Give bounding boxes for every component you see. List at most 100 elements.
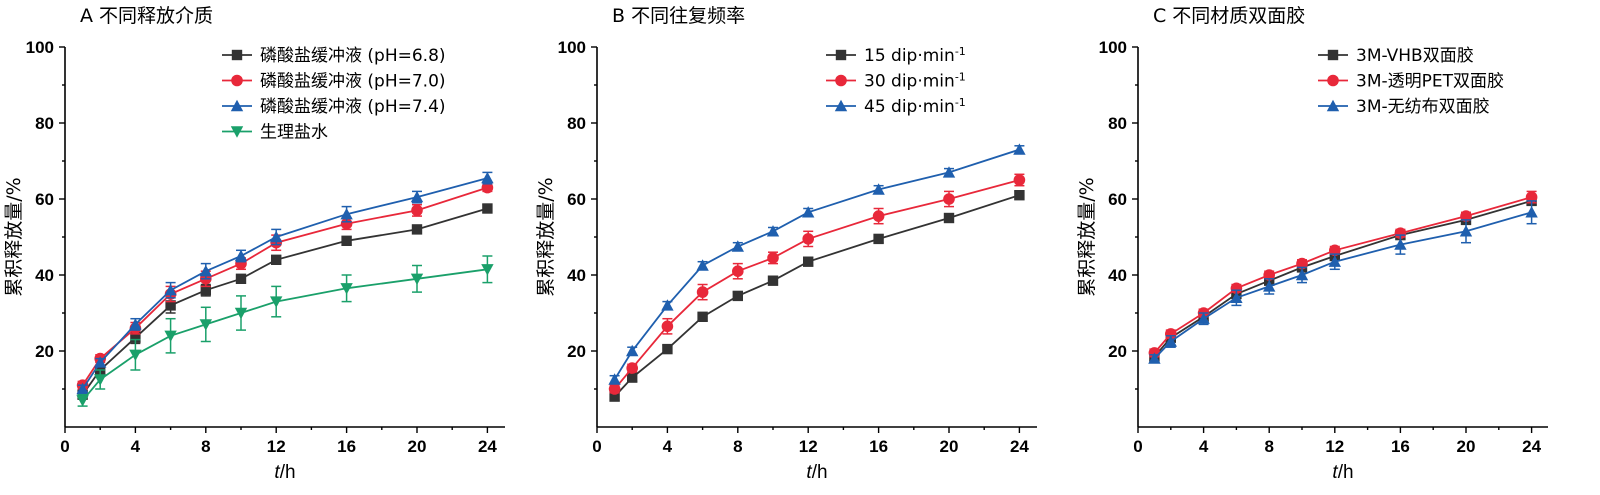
data-point xyxy=(1459,225,1473,237)
data-point xyxy=(94,374,107,386)
legend-label: 30 dip·min-1 xyxy=(864,70,966,92)
data-point xyxy=(271,254,282,265)
chart-panel-c: C 不同材质双面胶 0 4 8 12 16 20 24 20 40 60 80 100 t/h 累积释放量/… xyxy=(1076,5,1548,483)
series-line xyxy=(1153,200,1532,358)
y-tick-label: 100 xyxy=(26,38,54,57)
x-axis-title: t/h xyxy=(806,462,827,483)
data-point xyxy=(872,210,885,222)
data-point xyxy=(608,373,621,385)
x-tick-label: 12 xyxy=(267,437,286,456)
data-point xyxy=(481,171,494,184)
legend-label: 3M-VHB双面胶 xyxy=(1356,46,1474,66)
x-tick-label: 8 xyxy=(201,437,210,456)
data-point xyxy=(164,284,177,296)
legend: 15 dip·min-1 30 dip·min-1 45 dip·min-1 xyxy=(826,45,966,118)
panel-title: C 不同材质双面胶 xyxy=(1153,5,1305,27)
legend-label: 3M-透明PET双面胶 xyxy=(1356,72,1504,92)
panel-title: B 不同往复频率 xyxy=(612,5,745,27)
y-tick-label: 40 xyxy=(35,266,54,285)
data-point xyxy=(199,319,212,331)
x-tick-label: 24 xyxy=(1522,437,1541,456)
series-3 xyxy=(608,143,1026,385)
legend: 3M-VHB双面胶 3M-透明PET双面胶 3M-无纺布双面胶 xyxy=(1318,46,1504,117)
x-tick-label: 4 xyxy=(1199,437,1209,456)
data-point xyxy=(697,311,708,322)
data-point xyxy=(802,233,814,245)
data-point xyxy=(1164,335,1177,347)
data-point xyxy=(411,224,423,235)
y-tick-label: 60 xyxy=(1108,190,1127,209)
series-1 xyxy=(1149,195,1537,362)
legend-label: 生理盐水 xyxy=(260,123,328,143)
series-line xyxy=(81,177,488,390)
data-point xyxy=(803,256,814,267)
x-tick-label: 24 xyxy=(478,437,497,456)
data-point xyxy=(270,230,283,243)
x-tick-label: 12 xyxy=(1325,437,1344,456)
data-point xyxy=(608,383,621,395)
x-tick-label: 4 xyxy=(131,437,141,456)
y-tick-label: 80 xyxy=(1108,114,1127,133)
data-point xyxy=(766,225,780,237)
legend-label: 磷酸盐缓冲液 (pH=6.8) xyxy=(260,46,446,66)
data-point xyxy=(234,307,248,320)
x-tick-label: 16 xyxy=(337,437,356,456)
data-point xyxy=(661,320,674,333)
y-axis-title: 累积释放量/% xyxy=(1076,177,1098,296)
chart-panel-b: B 不同往复频率 0 4 8 12 16 20 24 20 40 60 80 100 t/h 累积释放量/%… xyxy=(535,5,1037,483)
legend-label: 15 dip·min-1 xyxy=(864,45,966,67)
x-tick-label: 24 xyxy=(1010,437,1029,456)
data-point xyxy=(1263,280,1276,292)
data-point xyxy=(76,395,89,407)
y-axis-title: 累积释放量/% xyxy=(535,177,557,296)
panel-title: A 不同释放介质 xyxy=(80,5,213,27)
legend-marker xyxy=(230,99,244,112)
data-point xyxy=(1148,352,1161,364)
data-point xyxy=(1460,210,1472,222)
x-tick-label: 0 xyxy=(592,437,601,456)
data-point xyxy=(696,259,709,271)
data-point xyxy=(1296,257,1308,270)
x-tick-label: 0 xyxy=(60,437,69,456)
data-point xyxy=(873,233,884,245)
x-tick-label: 20 xyxy=(940,437,959,456)
legend-marker xyxy=(231,49,243,61)
data-point xyxy=(732,290,743,302)
data-point xyxy=(1394,238,1407,250)
data-point xyxy=(1014,190,1025,201)
data-point xyxy=(129,318,142,330)
x-tick-label: 16 xyxy=(869,437,888,456)
data-point xyxy=(767,275,779,286)
data-point xyxy=(481,181,494,194)
y-tick-label: 80 xyxy=(567,114,586,133)
y-axis-title: 累积释放量/% xyxy=(3,177,25,296)
x-tick-label: 20 xyxy=(1457,437,1476,456)
x-axis-title: t/h xyxy=(1332,462,1353,483)
series-3 xyxy=(76,171,494,395)
data-point xyxy=(129,349,142,361)
legend-marker xyxy=(1327,49,1339,61)
y-tick-label: 20 xyxy=(35,342,54,361)
x-tick-label: 20 xyxy=(408,437,427,456)
x-tick-label: 16 xyxy=(1391,437,1410,456)
data-point xyxy=(626,362,638,374)
x-tick-label: 0 xyxy=(1133,437,1142,456)
data-point xyxy=(943,193,955,205)
legend-marker xyxy=(231,74,243,87)
data-point xyxy=(1013,174,1026,186)
y-tick-label: 20 xyxy=(567,342,586,361)
y-tick-label: 20 xyxy=(1108,342,1127,361)
data-point xyxy=(1263,269,1275,281)
legend-marker xyxy=(835,49,847,61)
data-point xyxy=(410,273,424,285)
data-point xyxy=(482,203,493,214)
legend-label: 45 dip·min-1 xyxy=(864,96,966,118)
legend-marker xyxy=(1327,74,1339,87)
legend: 磷酸盐缓冲液 (pH=6.8) 磷酸盐缓冲液 (pH=7.0) 磷酸盐缓冲液 (pH… xyxy=(222,46,446,143)
series-line xyxy=(81,207,488,396)
data-point xyxy=(200,285,211,296)
series-line xyxy=(81,186,488,386)
y-tick-label: 60 xyxy=(567,190,586,209)
data-point xyxy=(270,296,283,308)
chart-panel-a: A 不同释放介质 0 4 8 12 16 20 24 20 40 60 80 100 t/h 累积释放量/%… xyxy=(3,5,505,483)
